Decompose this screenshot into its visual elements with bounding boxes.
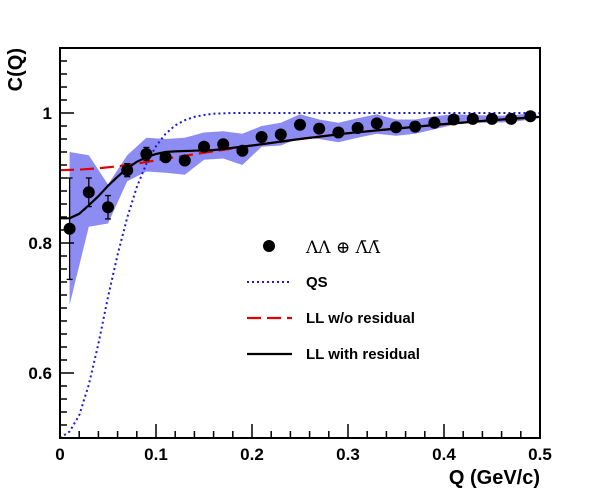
- y-axis-title: C(Q): [5, 48, 27, 91]
- data-point: [255, 131, 268, 144]
- data-point: [121, 164, 134, 177]
- data-point: [466, 112, 479, 125]
- systematic-band-layer: [69, 113, 531, 305]
- data-point: [63, 222, 76, 235]
- x-tick-label: 0.3: [336, 445, 360, 464]
- x-axis-title: Q (GeV/c): [449, 467, 540, 488]
- data-point: [217, 138, 230, 151]
- data-point: [428, 116, 441, 129]
- data-point: [332, 126, 345, 139]
- plot-frame: [59, 47, 541, 439]
- data-point: [390, 121, 402, 134]
- legend: ΛΛ ⊕ Λ̄Λ̄ QS LL w/o residual LL with residu…: [247, 238, 420, 363]
- data-point-layer: [63, 110, 537, 281]
- data-point: [102, 201, 114, 214]
- curve-ll-with-residual: [60, 115, 540, 220]
- data-point: [82, 186, 95, 199]
- data-point: [294, 118, 306, 131]
- data-point: [313, 122, 326, 135]
- legend-item: LL w/o residual: [247, 310, 415, 327]
- x-tick-label: 0.4: [432, 445, 456, 464]
- systematic-band: [69, 113, 531, 305]
- legend-label: LL w/o residual: [306, 310, 415, 327]
- x-tick-label: 0: [55, 445, 64, 464]
- x-tick-label: 0.5: [528, 445, 552, 464]
- legend-item: ΛΛ ⊕ Λ̄Λ̄: [263, 238, 381, 258]
- legend-label: ΛΛ ⊕ Λ̄Λ̄: [305, 238, 381, 258]
- data-point: [524, 110, 537, 123]
- data-point: [505, 112, 518, 125]
- data-point: [486, 112, 498, 125]
- y-tick-label: 0.6: [28, 364, 52, 383]
- legend-label: QS: [306, 274, 328, 291]
- x-tick-label: 0.2: [240, 445, 264, 464]
- y-tick-label: 1: [43, 104, 52, 123]
- data-point: [447, 113, 460, 126]
- data-point: [178, 154, 191, 167]
- data-point: [140, 147, 153, 160]
- data-point: [351, 121, 364, 134]
- legend-marker-dot: [263, 240, 275, 252]
- data-point: [274, 128, 287, 141]
- legend-item: QS: [247, 274, 328, 291]
- data-point: [236, 144, 249, 157]
- legend-label: LL with residual: [306, 346, 420, 363]
- data-point: [198, 140, 210, 153]
- data-point: [409, 120, 422, 133]
- data-point: [159, 151, 172, 164]
- x-tick-label: 0.1: [144, 445, 168, 464]
- legend-item: LL with residual: [247, 346, 420, 363]
- data-point: [370, 117, 383, 130]
- axes-layer: 0 0.1 0.2 0.3 0.4 0.5 0.6 0.8 1: [28, 47, 552, 464]
- y-tick-label: 0.8: [28, 234, 52, 253]
